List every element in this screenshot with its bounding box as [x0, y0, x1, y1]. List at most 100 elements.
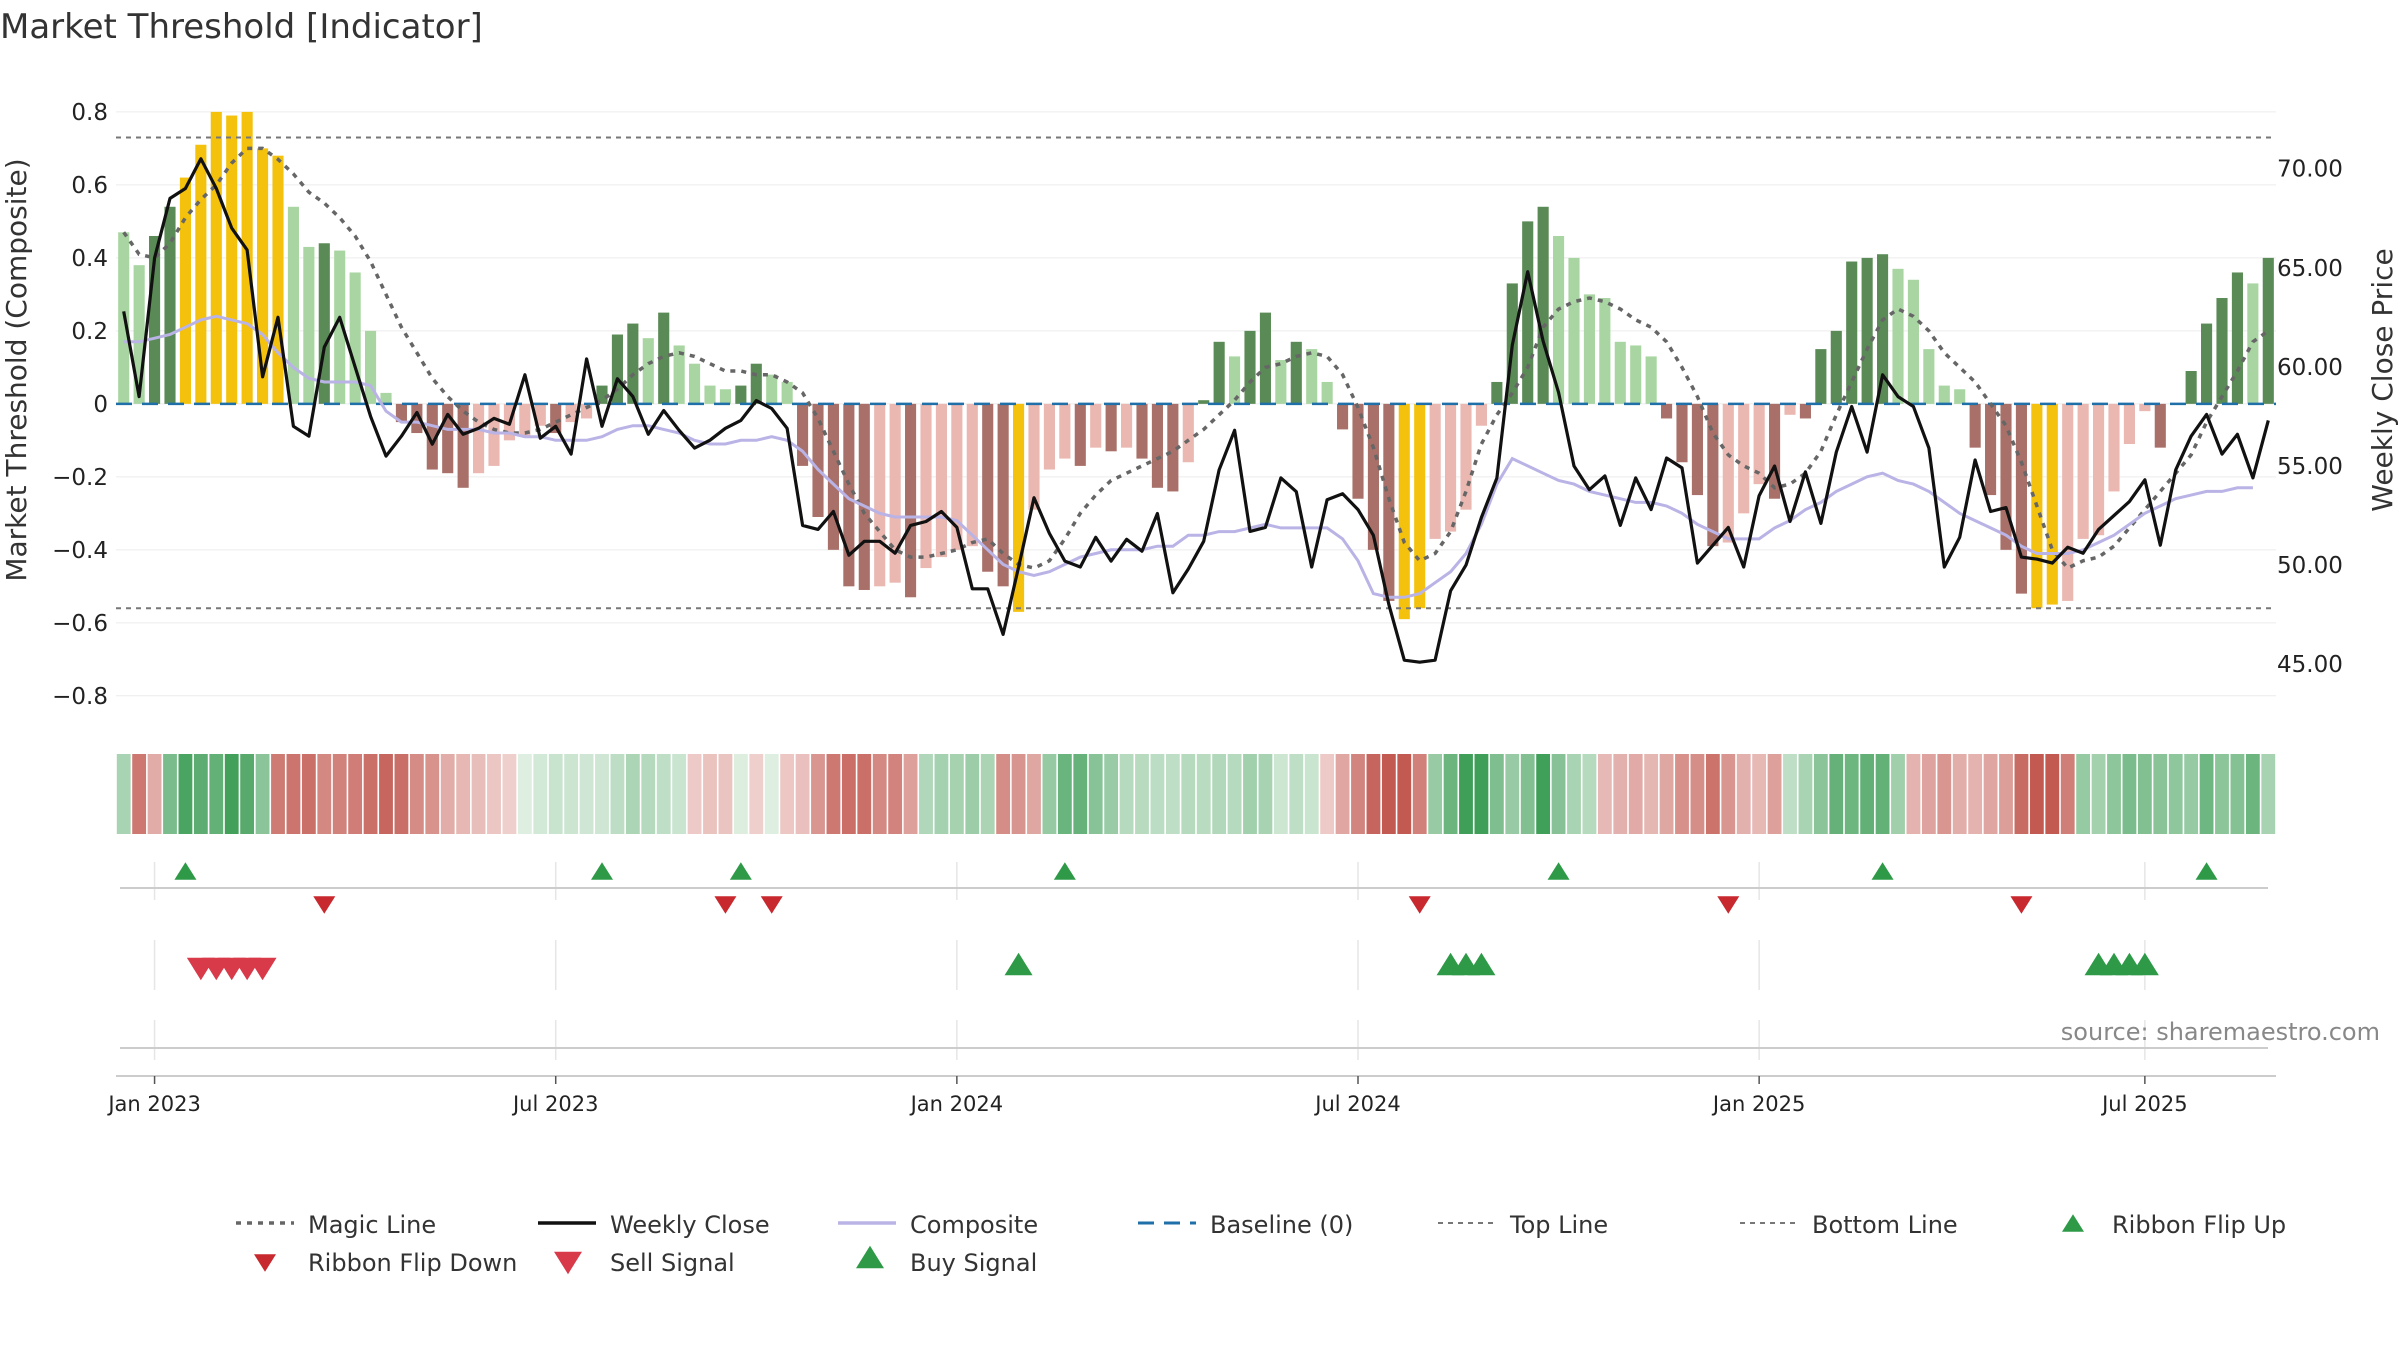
threshold-bar — [1043, 403, 1055, 470]
threshold-bar — [2046, 403, 2058, 605]
ribbon-cell — [1397, 754, 1412, 834]
threshold-bar — [565, 403, 577, 423]
ribbon-cell — [2076, 754, 2091, 834]
legend-label: Sell Signal — [610, 1249, 735, 1277]
ribbon-cell — [749, 754, 764, 834]
threshold-bar — [2185, 371, 2197, 404]
threshold-bar — [1599, 298, 1611, 404]
threshold-bar — [658, 312, 670, 404]
ribbon-flip-down-marker — [313, 896, 336, 914]
threshold-bar — [164, 206, 176, 404]
threshold-bar — [2108, 403, 2120, 492]
threshold-bar — [2000, 403, 2012, 550]
ribbon-cell — [1181, 754, 1196, 834]
threshold-bar — [1614, 341, 1626, 404]
ribbon-cell — [934, 754, 949, 834]
threshold-bar — [1815, 349, 1827, 404]
ribbon-cell — [502, 754, 517, 834]
x-tick-label: Jul 2024 — [1313, 1092, 1400, 1116]
threshold-bar — [1892, 268, 1904, 404]
ribbon-cell — [996, 754, 1011, 834]
threshold-bar — [1537, 206, 1549, 404]
threshold-bar — [1028, 403, 1040, 510]
legend-item: Bottom Line — [1740, 1211, 1958, 1239]
ribbon-cell — [1952, 754, 1967, 834]
threshold-bar — [1691, 403, 1703, 496]
ribbon-cell — [394, 754, 409, 834]
left-axis-label: Market Threshold (Composite) — [0, 158, 33, 581]
legend-item: Magic Line — [236, 1211, 436, 1239]
ribbon-cell — [116, 754, 131, 834]
ribbon-cell — [641, 754, 656, 834]
threshold-bar — [858, 403, 870, 590]
threshold-bar — [1830, 330, 1842, 404]
legend-item: Sell Signal — [554, 1249, 735, 1277]
ribbon-cell — [1937, 754, 1952, 834]
ribbon-cell — [1628, 754, 1643, 834]
threshold-bar — [1059, 403, 1071, 459]
threshold-bar — [766, 374, 778, 404]
threshold-bar — [997, 403, 1009, 587]
threshold-bar — [1907, 279, 1919, 404]
ribbon-cell — [1736, 754, 1751, 834]
ribbon-cell — [733, 754, 748, 834]
threshold-bar — [2062, 403, 2074, 601]
ribbon-cell — [595, 754, 609, 834]
threshold-bar — [920, 403, 932, 569]
ribbon-cell — [1582, 754, 1597, 834]
threshold-bar — [1275, 360, 1287, 404]
ribbon-cell — [471, 754, 486, 834]
legend-flip-up-swatch — [2062, 1214, 2084, 1232]
threshold-bar — [1367, 403, 1379, 550]
threshold-bar — [2123, 403, 2135, 444]
ribbon-cell — [2091, 754, 2106, 834]
threshold-bar — [627, 323, 639, 404]
ribbon-cell — [1119, 754, 1134, 834]
x-tick-label: Jan 2023 — [106, 1092, 201, 1116]
threshold-bar — [1753, 403, 1765, 485]
ribbon-cell — [1860, 754, 1875, 834]
threshold-bar — [719, 389, 731, 404]
ribbon-cell — [965, 754, 980, 834]
ribbon-cell — [888, 754, 903, 834]
right-axis-label: Weekly Close Price — [2366, 248, 2399, 511]
threshold-bar — [133, 265, 145, 404]
left-tick-label: −0.8 — [52, 684, 108, 710]
threshold-bar — [735, 385, 747, 404]
threshold-bar — [905, 403, 917, 598]
threshold-bar — [1321, 381, 1333, 404]
legend-label: Ribbon Flip Down — [308, 1249, 517, 1277]
left-tick-label: −0.2 — [52, 465, 108, 491]
ribbon-cell — [2184, 754, 2199, 834]
threshold-bar — [195, 144, 207, 404]
ribbon-cell — [409, 754, 424, 834]
threshold-bar — [473, 403, 485, 474]
ribbon-cell — [2029, 754, 2044, 834]
ribbon-cell — [1227, 754, 1242, 834]
ribbon-cell — [811, 754, 825, 834]
ribbon-cell — [1875, 754, 1890, 834]
ribbon-cell — [1304, 754, 1319, 834]
x-tick-label: Jul 2025 — [2100, 1092, 2187, 1116]
ribbon-cell — [379, 754, 393, 834]
ribbon-cell — [780, 754, 795, 834]
ribbon-cell — [255, 754, 270, 834]
x-tick-label: Jul 2023 — [511, 1092, 598, 1116]
ribbon-cell — [1443, 754, 1458, 834]
threshold-bar — [581, 403, 593, 419]
ribbon-cell — [332, 754, 347, 834]
threshold-bar — [442, 403, 454, 474]
left-tick-label: 0.2 — [71, 319, 108, 345]
threshold-bar — [1136, 403, 1148, 459]
threshold-bar — [1290, 341, 1302, 404]
ribbon-cell — [1921, 754, 1936, 834]
threshold-bar — [2262, 257, 2274, 404]
threshold-bar — [272, 155, 284, 404]
threshold-bar — [1846, 261, 1858, 404]
ribbon-cell — [2245, 754, 2260, 834]
ribbon-cell — [1690, 754, 1705, 834]
right-tick-label: 65.00 — [2277, 256, 2343, 282]
threshold-bar — [596, 385, 608, 404]
ribbon-cell — [317, 754, 332, 834]
threshold-bar — [1429, 403, 1441, 539]
